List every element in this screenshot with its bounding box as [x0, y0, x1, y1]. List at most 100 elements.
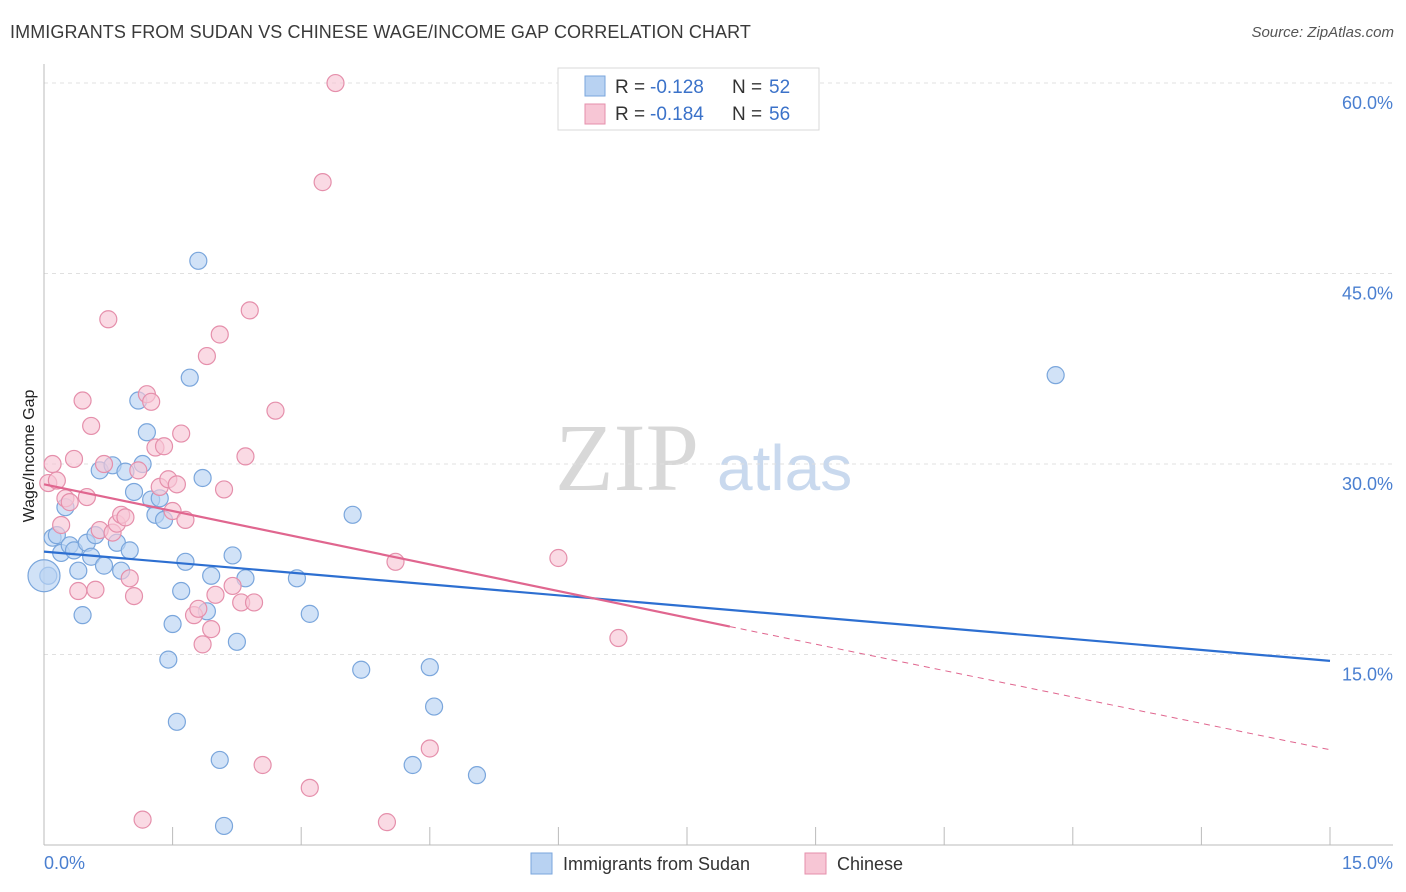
point-chinese — [116, 508, 135, 527]
point-chinese — [73, 391, 92, 410]
watermark-zip: ZIP — [555, 404, 699, 511]
source-credit: Source: ZipAtlas.com — [1251, 24, 1394, 41]
point-chinese — [549, 548, 568, 568]
point-chinese — [236, 447, 255, 466]
point-sudan — [94, 556, 114, 575]
point-sudan — [202, 566, 221, 585]
x-tick-label-min: 0.0% — [44, 853, 85, 873]
point-sudan — [69, 561, 88, 580]
y-tick-labels: 15.0% 30.0% 45.0% 60.0% — [1342, 93, 1393, 684]
y-tick-label: 15.0% — [1342, 665, 1393, 685]
point-chinese — [47, 471, 66, 490]
point-chinese — [52, 515, 71, 535]
point-sudan — [352, 660, 371, 679]
point-chinese — [223, 576, 242, 596]
stats-r-value-sudan: -0.128 — [650, 77, 704, 98]
point-chinese — [82, 416, 101, 436]
point-chinese — [377, 813, 397, 832]
point-chinese — [167, 475, 186, 494]
point-chinese — [202, 620, 221, 639]
stats-r-label-sudan: R = — [615, 77, 645, 98]
point-sudan — [163, 614, 182, 634]
stats-r-label-chinese: R = — [615, 104, 645, 125]
point-sudan — [73, 606, 92, 625]
point-chinese — [99, 310, 118, 329]
point-sudan — [159, 650, 178, 669]
point-sudan — [167, 712, 186, 731]
legend-label-sudan: Immigrants from Sudan — [563, 854, 750, 874]
point-sudan — [467, 766, 487, 785]
point-chinese — [197, 346, 216, 366]
point-chinese — [86, 580, 105, 599]
stats-swatch-chinese — [584, 103, 606, 125]
stats-n-label-sudan: N = — [732, 77, 762, 98]
trend-line-sudan — [43, 550, 1331, 662]
point-chinese — [133, 810, 152, 829]
stats-n-label-chinese: N = — [732, 104, 762, 125]
point-sudan — [210, 750, 229, 770]
point-chinese — [266, 401, 285, 420]
point-chinese — [313, 173, 332, 192]
point-sudan — [223, 546, 242, 565]
point-sudan — [137, 423, 156, 442]
point-chinese — [172, 424, 191, 443]
point-sudan — [27, 559, 61, 593]
point-sudan — [300, 604, 319, 623]
point-sudan — [172, 581, 191, 601]
x-tick-label-max: 15.0% — [1342, 853, 1393, 873]
series-sudan-points — [27, 251, 1065, 836]
point-chinese — [189, 599, 208, 618]
point-chinese — [420, 739, 439, 758]
axes — [43, 64, 1393, 846]
stats-n-value-sudan: 52 — [769, 77, 790, 98]
legend-label-chinese: Chinese — [837, 854, 903, 874]
trend-lines — [43, 483, 1331, 751]
point-chinese — [154, 437, 174, 456]
legend-swatch-chinese — [804, 852, 827, 875]
watermark-atlas: atlas — [717, 432, 852, 504]
stats-n-value-chinese: 56 — [769, 104, 790, 125]
y-tick-label: 30.0% — [1342, 474, 1393, 494]
point-chinese — [326, 73, 345, 93]
point-chinese — [214, 480, 234, 499]
series-chinese-points — [39, 73, 628, 832]
point-sudan — [189, 251, 208, 270]
point-chinese — [142, 392, 161, 411]
point-chinese — [124, 586, 144, 606]
point-chinese — [210, 325, 229, 344]
stats-r-value-chinese: -0.184 — [650, 104, 704, 125]
legend-swatch-sudan — [530, 852, 553, 875]
stats-swatch-sudan — [584, 75, 606, 97]
point-chinese — [609, 628, 628, 648]
point-chinese — [94, 454, 114, 474]
trend-line-chinese-extension — [729, 626, 1331, 751]
point-sudan — [176, 552, 195, 571]
y-tick-label: 45.0% — [1342, 284, 1393, 304]
point-sudan — [343, 505, 362, 524]
stats-box: R = -0.128 N = 52 R = -0.184 N = 56 — [557, 67, 820, 131]
point-sudan — [424, 697, 444, 716]
point-chinese — [206, 585, 225, 604]
point-sudan — [403, 755, 422, 775]
point-sudan — [120, 541, 139, 560]
trend-line-chinese — [43, 483, 731, 628]
point-chinese — [43, 454, 62, 474]
point-chinese — [253, 755, 272, 775]
point-chinese — [300, 778, 319, 797]
point-sudan — [180, 368, 199, 387]
y-tick-label: 60.0% — [1342, 93, 1393, 113]
point-sudan — [1046, 366, 1065, 385]
point-chinese — [60, 493, 79, 512]
point-sudan — [214, 816, 234, 836]
point-sudan — [227, 632, 246, 651]
point-sudan — [193, 468, 212, 488]
point-chinese — [64, 449, 84, 469]
point-chinese — [244, 593, 264, 612]
chart-title: IMMIGRANTS FROM SUDAN VS CHINESE WAGE/IN… — [10, 22, 752, 42]
point-sudan — [420, 658, 439, 677]
legend: Immigrants from Sudan Chinese — [530, 852, 903, 875]
point-sudan — [124, 482, 144, 502]
point-chinese — [129, 461, 148, 480]
point-chinese — [193, 635, 212, 654]
